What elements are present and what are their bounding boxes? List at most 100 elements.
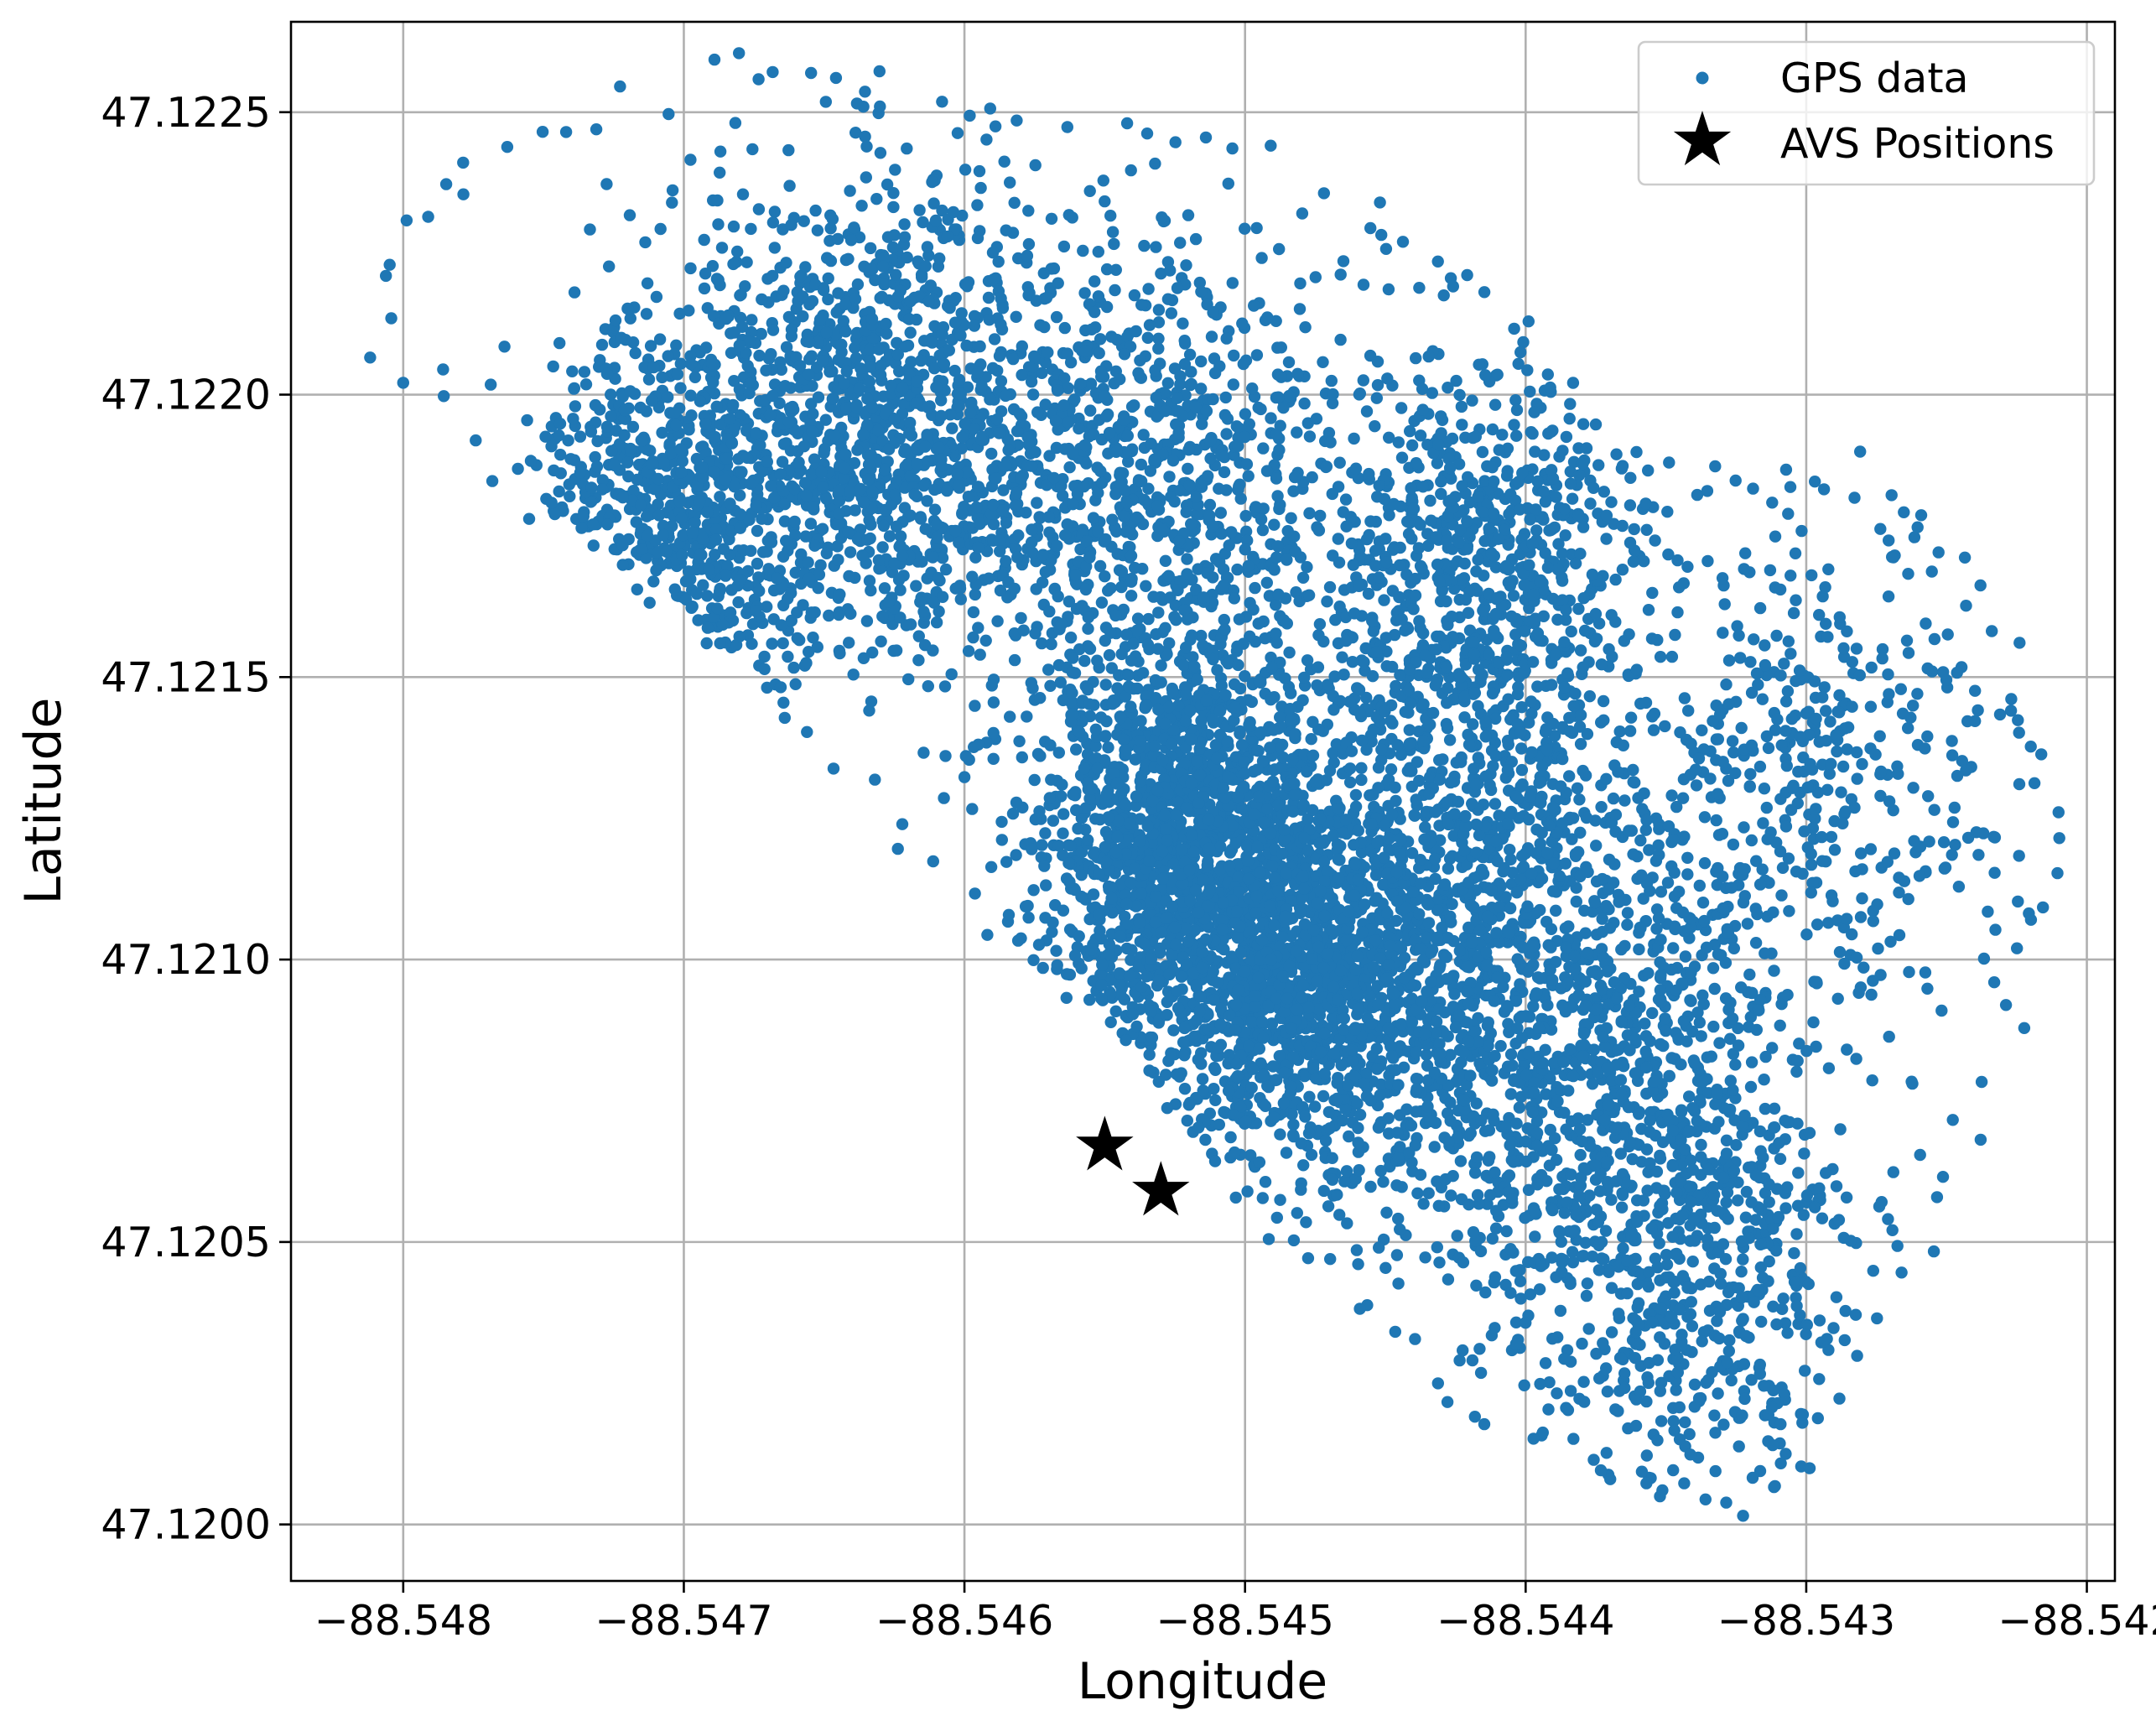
gps-point [1093, 908, 1105, 922]
gps-point [1029, 445, 1042, 459]
gps-point [640, 308, 653, 320]
gps-point [1066, 666, 1079, 679]
gps-point [910, 313, 923, 326]
gps-point [618, 412, 631, 425]
gps-point [1066, 687, 1078, 699]
gps-point [1214, 507, 1228, 519]
gps-point [919, 260, 933, 273]
gps-point [1106, 226, 1120, 238]
gps-point [1215, 528, 1228, 540]
gps-point [1301, 560, 1313, 574]
gps-point [1209, 1094, 1222, 1107]
gps-point [803, 335, 816, 348]
gps-point [914, 512, 927, 525]
gps-point [1162, 700, 1176, 714]
gps-point [1289, 728, 1301, 741]
gps-point [717, 543, 730, 555]
gps-point [1411, 1187, 1424, 1200]
gps-point [814, 559, 827, 572]
gps-point [1155, 659, 1167, 672]
gps-point [539, 430, 552, 443]
gps-point [1109, 609, 1122, 622]
gps-point [1333, 456, 1346, 469]
gps-point [1004, 710, 1016, 723]
gps-point [832, 353, 845, 367]
gps-point [1067, 652, 1079, 664]
gps-point [982, 291, 995, 304]
gps-point [1161, 835, 1174, 847]
gps-point [553, 336, 566, 350]
gps-point [927, 551, 939, 564]
gps-point [1163, 471, 1176, 483]
gps-point [656, 426, 668, 439]
gps-point [1033, 805, 1046, 818]
gps-point [1151, 642, 1165, 655]
gps-point [842, 252, 855, 265]
gps-point [1306, 471, 1318, 484]
gps-point [1165, 1047, 1177, 1059]
gps-point [917, 606, 930, 618]
gps-point [838, 377, 850, 390]
gps-point [793, 634, 806, 647]
gps-point [788, 515, 801, 528]
gps-point [641, 529, 654, 542]
gps-point [969, 699, 981, 712]
gps-point [1125, 654, 1138, 667]
gps-point [1045, 212, 1058, 225]
gps-point [1273, 502, 1286, 516]
gps-point [961, 280, 974, 293]
gps-point [724, 413, 736, 425]
gps-point [1057, 240, 1071, 253]
gps-point [1047, 471, 1061, 485]
gps-point [908, 488, 921, 501]
gps-point [647, 575, 660, 588]
gps-point [857, 429, 870, 441]
gps-point [877, 519, 891, 533]
gps-point [827, 392, 839, 405]
gps-point [793, 360, 807, 372]
gps-point [879, 463, 891, 476]
gps-point [1218, 623, 1231, 636]
gps-point [904, 295, 917, 308]
gps-point [734, 522, 746, 534]
gps-point [878, 278, 891, 291]
gps-point [972, 738, 984, 751]
gps-point [1123, 970, 1136, 982]
gps-point [1250, 349, 1264, 361]
gps-point [574, 430, 587, 443]
gps-point [995, 815, 1008, 829]
gps-point [719, 473, 732, 486]
gps-point [1181, 1115, 1194, 1127]
gps-point [1142, 612, 1155, 626]
gps-point [686, 526, 699, 539]
gps-point [1010, 486, 1023, 500]
gps-point [624, 312, 636, 325]
gps-point [839, 325, 852, 338]
gps-point [1057, 904, 1070, 917]
gps-point [903, 368, 916, 381]
gps-point [898, 231, 912, 243]
gps-point [728, 326, 740, 339]
gps-point [1299, 321, 1312, 334]
gps-point [813, 568, 826, 581]
gps-point [803, 353, 816, 366]
gps-point [760, 364, 772, 377]
gps-point [1352, 1258, 1364, 1271]
gps-point [696, 461, 709, 474]
gps-point [605, 445, 618, 457]
gps-point [512, 462, 524, 476]
gps-point [650, 564, 662, 577]
gps-point [974, 648, 986, 661]
gps-point [840, 365, 853, 377]
gps-point [1000, 224, 1012, 237]
gps-point [1114, 373, 1126, 386]
gps-point [876, 541, 889, 554]
gps-point [1195, 382, 1208, 395]
gps-point [1180, 506, 1192, 518]
gps-point [1067, 448, 1079, 460]
gps-point [1231, 640, 1244, 653]
gps-point [799, 530, 812, 543]
gps-point [1268, 518, 1281, 531]
gps-point [1149, 740, 1161, 752]
gps-point [1188, 660, 1201, 673]
